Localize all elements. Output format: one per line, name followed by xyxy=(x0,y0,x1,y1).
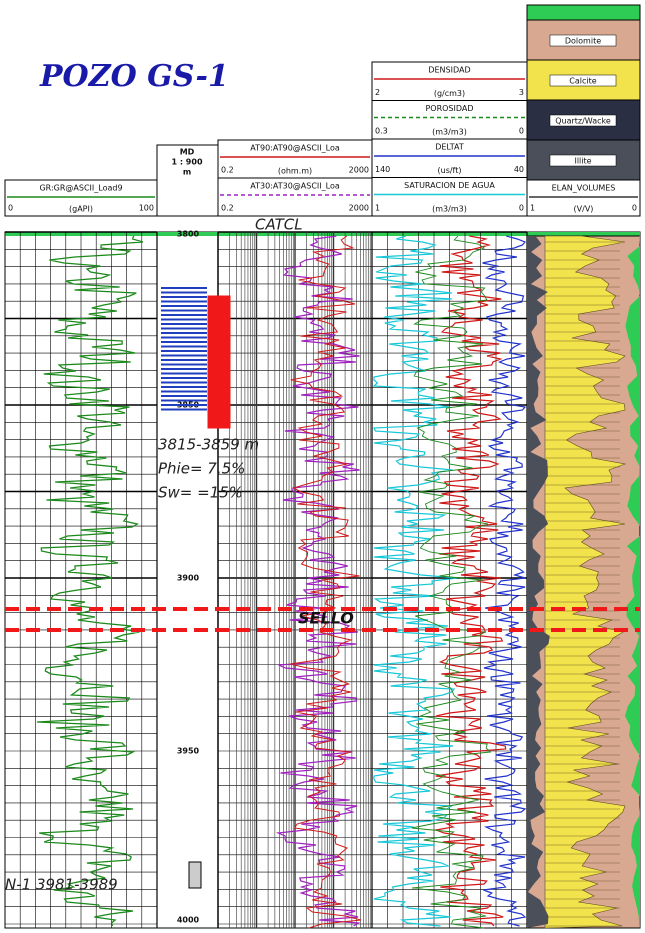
scale-max: 2000 xyxy=(349,204,369,213)
legend-label: Illite xyxy=(574,157,591,166)
gr-curve xyxy=(36,235,144,927)
curve-name: ELAN_VOLUMES xyxy=(552,184,616,193)
annotation: Sw= =15% xyxy=(158,484,243,502)
scale-min: 140 xyxy=(375,165,390,174)
scale-max: 3 xyxy=(519,88,524,97)
scale-min: 1 xyxy=(530,204,535,213)
annotation: SELLO xyxy=(298,609,354,628)
scale-min: 1 xyxy=(375,204,380,213)
scale-unit: (m3/m3) xyxy=(432,128,467,137)
curve-name: DELTAT xyxy=(435,143,464,152)
box xyxy=(371,61,528,101)
scale-unit: (gAPI) xyxy=(69,205,93,214)
box xyxy=(371,177,528,217)
box xyxy=(4,179,158,217)
core-icon xyxy=(188,861,202,889)
depth-unit: m xyxy=(183,168,191,177)
legend-label: Quartz/Wacke xyxy=(555,117,611,126)
deltat-curve xyxy=(482,235,527,927)
curve-name: POROSIDAD xyxy=(425,104,473,113)
depth-scale: 1 : 900 xyxy=(171,158,202,167)
depth-label: 3900 xyxy=(177,574,200,583)
curve-name: AT30:AT30@ASCII_Loa xyxy=(250,182,340,191)
title: POZO GS-1 xyxy=(39,59,229,94)
scale-max: 0 xyxy=(632,204,637,213)
scale-min: 2 xyxy=(375,88,380,97)
sw-curve xyxy=(372,235,457,927)
scale-max: 100 xyxy=(139,204,154,213)
scale-unit: (us/ft) xyxy=(438,166,462,175)
interval-bar xyxy=(207,295,231,429)
scale-min: 0.2 xyxy=(221,166,234,175)
legend-label-bg xyxy=(549,34,617,47)
scale-max: 2000 xyxy=(349,166,369,175)
litho-porosity xyxy=(624,236,640,928)
curve-name: AT90:AT90@ASCII_Loa xyxy=(250,144,340,153)
scale-min: 0.3 xyxy=(375,127,388,136)
depth-label: 4000 xyxy=(177,916,200,925)
depth-md: MD xyxy=(180,148,195,157)
at90-curve xyxy=(290,235,362,929)
box xyxy=(526,179,641,217)
legend-label: Dolomite xyxy=(565,37,601,46)
scale-unit: (V/V) xyxy=(574,205,594,214)
annotation: CATCL xyxy=(255,216,303,234)
scale-max: 40 xyxy=(514,165,524,174)
legend-label-bg xyxy=(549,74,617,87)
legend-bar xyxy=(526,4,641,21)
depth-label: 3950 xyxy=(177,747,200,756)
scale-unit: (g/cm3) xyxy=(434,89,465,98)
scale-min: 0.2 xyxy=(221,204,234,213)
legend-label-bg xyxy=(549,114,617,127)
legend-label-bg xyxy=(549,154,617,167)
curve-name: DENSIDAD xyxy=(428,66,470,75)
box xyxy=(371,100,528,140)
annotation: N-1 3981-3989 xyxy=(5,876,118,894)
curve-name: SATURACION DE AGUA xyxy=(404,181,495,190)
litho-shale xyxy=(527,236,550,928)
porosity-curve xyxy=(411,235,492,929)
annotation: Phie= 7.5% xyxy=(158,460,245,478)
depth-header xyxy=(156,144,219,217)
scale-unit: (ohm.m) xyxy=(278,167,312,176)
scale-min: 0 xyxy=(8,204,13,213)
scale-max: 0 xyxy=(519,204,524,213)
at30-curve xyxy=(275,235,361,927)
annotation: 3815-3859 m xyxy=(158,436,259,454)
scale-unit: (m3/m3) xyxy=(432,205,467,214)
depth-label: 3800 xyxy=(177,230,200,239)
scale-max: 0 xyxy=(519,127,524,136)
legend-label: Calcite xyxy=(569,77,596,86)
curve-name: GR:GR@ASCII_Load9 xyxy=(39,184,122,193)
box xyxy=(371,138,528,178)
